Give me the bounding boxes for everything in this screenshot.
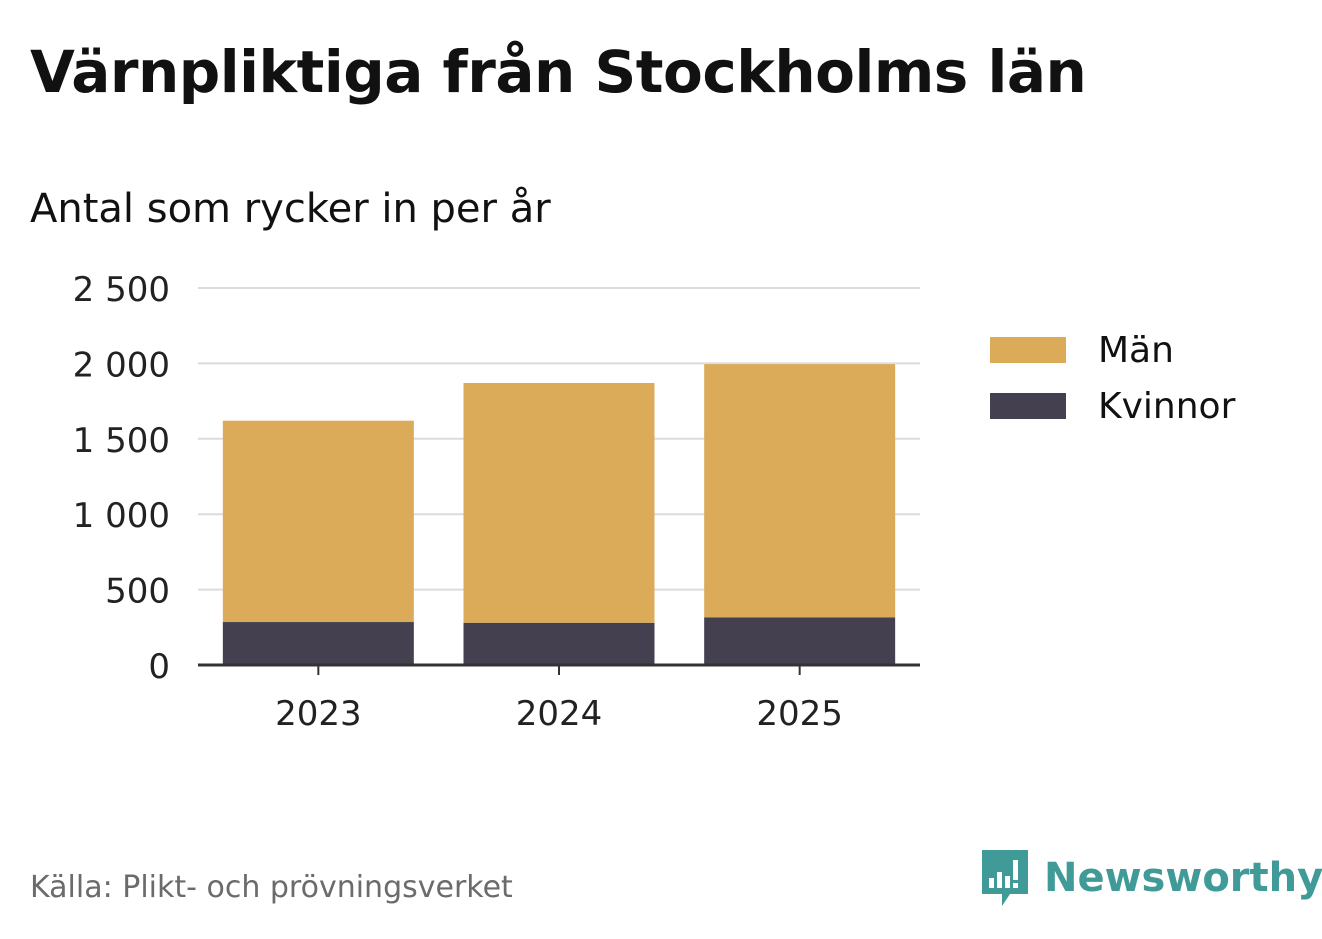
legend-label-kvinnor: Kvinnor <box>1098 385 1236 427</box>
y-tick-label: 2 000 <box>73 345 170 385</box>
stacked-bar-chart: 0 500 1 000 1 500 2 000 2 500 2023 2024 2025 <box>73 270 920 734</box>
x-tick-label: 2023 <box>275 694 362 734</box>
y-tick-label: 1 000 <box>73 496 170 536</box>
chart-title: Värnpliktiga från Stockholms län <box>30 38 1087 106</box>
legend: Män Kvinnor <box>990 322 1235 434</box>
y-tick-label: 500 <box>105 572 170 612</box>
bar-m-n-2023 <box>222 420 414 623</box>
legend-label-man: Män <box>1098 329 1174 371</box>
x-tick-label: 2025 <box>756 694 843 734</box>
y-tick-label: 1 500 <box>73 421 170 461</box>
brand-name: Newsworthy <box>1044 855 1322 901</box>
bar-kvinnor-2023 <box>222 622 414 665</box>
bar-kvinnor-2024 <box>463 622 655 665</box>
legend-swatch-man <box>990 337 1066 363</box>
y-tick-label: 0 <box>148 647 170 687</box>
y-tick-label: 2 500 <box>73 270 170 310</box>
bar-m-n-2024 <box>463 383 655 623</box>
legend-item-kvinnor: Kvinnor <box>990 378 1235 434</box>
bar-m-n-2025 <box>704 364 896 618</box>
brand-logo: Newsworthy <box>980 848 1322 908</box>
bar-kvinnor-2025 <box>704 617 896 665</box>
source-note: Källa: Plikt- och prövningsverket <box>30 870 513 905</box>
x-tick-label: 2024 <box>516 694 603 734</box>
legend-swatch-kvinnor <box>990 393 1066 419</box>
newsworthy-logo-icon <box>982 850 1028 906</box>
chart-subtitle: Antal som rycker in per år <box>30 186 551 232</box>
legend-item-man: Män <box>990 322 1235 378</box>
